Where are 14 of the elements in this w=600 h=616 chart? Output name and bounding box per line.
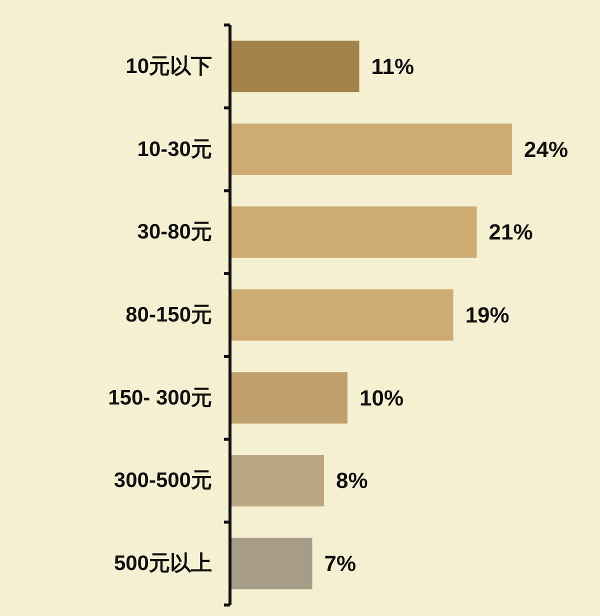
y-tick-label: 300-500元 [114,469,212,492]
y-tick-label: 10元以下 [126,54,212,78]
data-label: 24% [524,136,568,162]
data-label: 19% [465,302,510,328]
data-label: 10% [360,385,404,410]
y-tick-label: 80-150元 [126,304,212,326]
data-label: 11% [371,54,414,79]
y-tick-label: 500元以上 [114,552,212,576]
y-tick-label: 150- 300元 [108,386,212,410]
data-label: 8% [336,468,368,494]
data-label: 7% [324,551,356,576]
y-tick-label: 10-30元 [137,138,212,161]
data-label: 21% [488,220,533,245]
y-tick-label: 30-80元 [137,220,212,244]
